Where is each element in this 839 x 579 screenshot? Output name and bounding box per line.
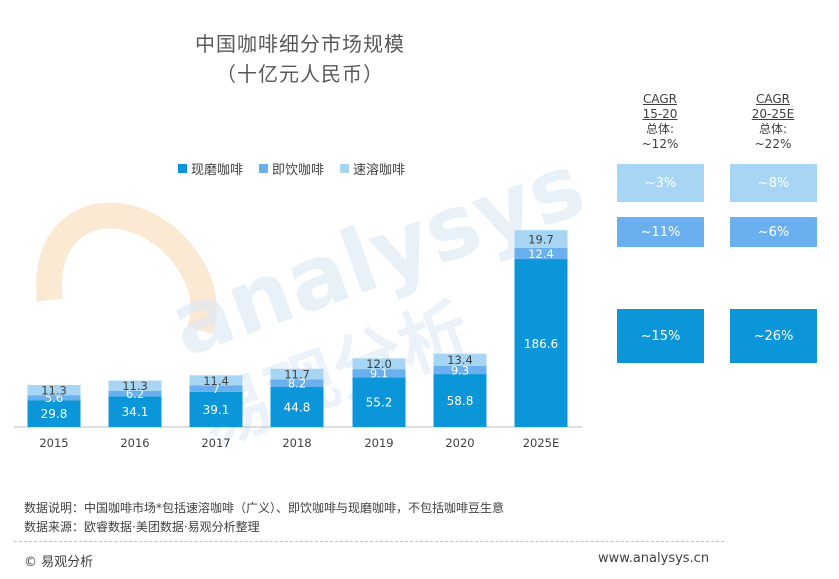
legend-swatch	[259, 164, 269, 173]
bar-segment	[189, 375, 243, 386]
bar-segment	[433, 365, 487, 375]
cagr-header-15-20: CAGR 15-20 总体: ~12%	[620, 92, 700, 152]
bar-segment	[270, 368, 324, 380]
data-label: 13.4	[447, 353, 473, 367]
cagr-period: 15-20	[642, 107, 678, 121]
cagr-total-label: 总体:	[645, 122, 675, 136]
bar-segment	[108, 390, 162, 397]
data-label: 7	[212, 382, 219, 396]
cagr-label: CAGR	[755, 92, 790, 106]
cagr-box-instant-15-20: ~3%	[617, 164, 704, 202]
cagr-box-rtd-15-20: ~11%	[617, 217, 704, 247]
data-label: 11.3	[41, 384, 67, 398]
bar-segment	[433, 353, 487, 366]
bar-segment	[270, 379, 324, 387]
data-label: 186.6	[524, 337, 558, 351]
bar-segment	[270, 386, 324, 427]
x-tick-label: 2015	[39, 436, 68, 450]
cagr-box-fresh-15-20: ~15%	[617, 309, 704, 363]
cagr-label: CAGR	[642, 92, 677, 106]
x-tick-label: 2017	[201, 436, 230, 450]
legend-label: 速溶咖啡	[353, 163, 406, 178]
data-label: 34.1	[122, 405, 149, 419]
data-label: 29.8	[41, 407, 68, 421]
x-tick-label: 2020	[445, 436, 474, 450]
legend-item-rtd: 即饮咖啡	[259, 159, 324, 178]
x-tick-label: 2025E	[523, 436, 560, 450]
chart-title: 中国咖啡细分市场规模	[195, 32, 405, 56]
chart-subtitle: （十亿元人民币）	[216, 62, 384, 86]
cagr-total-label: 总体:	[758, 122, 788, 136]
legend-swatch	[178, 164, 187, 173]
data-source: 数据来源：欧睿数据·美团数据·易观分析整理	[24, 520, 260, 534]
bar-segment	[108, 380, 162, 391]
bar-segment	[514, 230, 568, 248]
bar-segment	[189, 391, 243, 427]
legend-swatch	[340, 164, 350, 173]
bar-segment	[352, 358, 406, 370]
cagr-header-20-25e: CAGR 20-25E 总体: ~22%	[733, 92, 813, 152]
cagr-box-instant-20-25e: ~8%	[730, 164, 817, 202]
cagr-box-rtd-20-25e: ~6%	[730, 217, 817, 247]
bar-segment	[352, 369, 406, 378]
data-label: 19.7	[528, 233, 554, 247]
footer-website[interactable]: www.analysys.cn	[598, 551, 710, 566]
footer-divider	[14, 541, 724, 542]
data-label: 11.7	[284, 368, 310, 382]
cagr-box-fresh-20-25e: ~26%	[730, 309, 817, 363]
bar-segment	[27, 400, 81, 427]
data-label: 55.2	[366, 396, 393, 410]
data-label: 9.1	[370, 367, 388, 381]
bar-segment	[514, 247, 568, 260]
data-label: 9.3	[451, 363, 469, 377]
data-label: 12.4	[528, 247, 554, 261]
bar-segment	[189, 385, 243, 392]
legend-item-fresh: 现磨咖啡	[178, 159, 243, 178]
cagr-period: 20-25E	[751, 107, 795, 121]
data-label: 11.4	[203, 374, 229, 388]
bar-segment	[27, 384, 81, 396]
x-tick-label: 2019	[364, 436, 393, 450]
bar-segment	[27, 395, 81, 401]
legend-label: 现磨咖啡	[191, 163, 244, 178]
legend: 现磨咖啡 即饮咖啡 速溶咖啡	[178, 159, 405, 178]
cagr-total: ~22%	[754, 137, 792, 151]
bar-segment	[352, 377, 406, 427]
legend-label: 即饮咖啡	[272, 163, 325, 178]
x-tick-label: 2016	[120, 436, 149, 450]
bar-segment	[514, 259, 568, 427]
data-label: 58.8	[447, 394, 474, 408]
data-label: 12.0	[366, 357, 392, 371]
bar-segment	[108, 396, 162, 427]
data-label: 44.8	[284, 400, 311, 414]
data-label: 8.2	[288, 376, 306, 390]
data-label: 39.1	[203, 403, 230, 417]
data-explanation: 数据说明：中国咖啡市场*包括速溶咖啡（广义）、即饮咖啡与现磨咖啡，不包括咖啡豆生…	[24, 501, 505, 515]
data-label: 11.3	[122, 379, 148, 393]
bar-segment	[433, 374, 487, 427]
x-tick-label: 2018	[282, 436, 311, 450]
footer-copyright: © 易观分析	[24, 555, 94, 570]
cagr-total: ~12%	[641, 137, 679, 151]
legend-item-instant: 速溶咖啡	[340, 159, 405, 178]
